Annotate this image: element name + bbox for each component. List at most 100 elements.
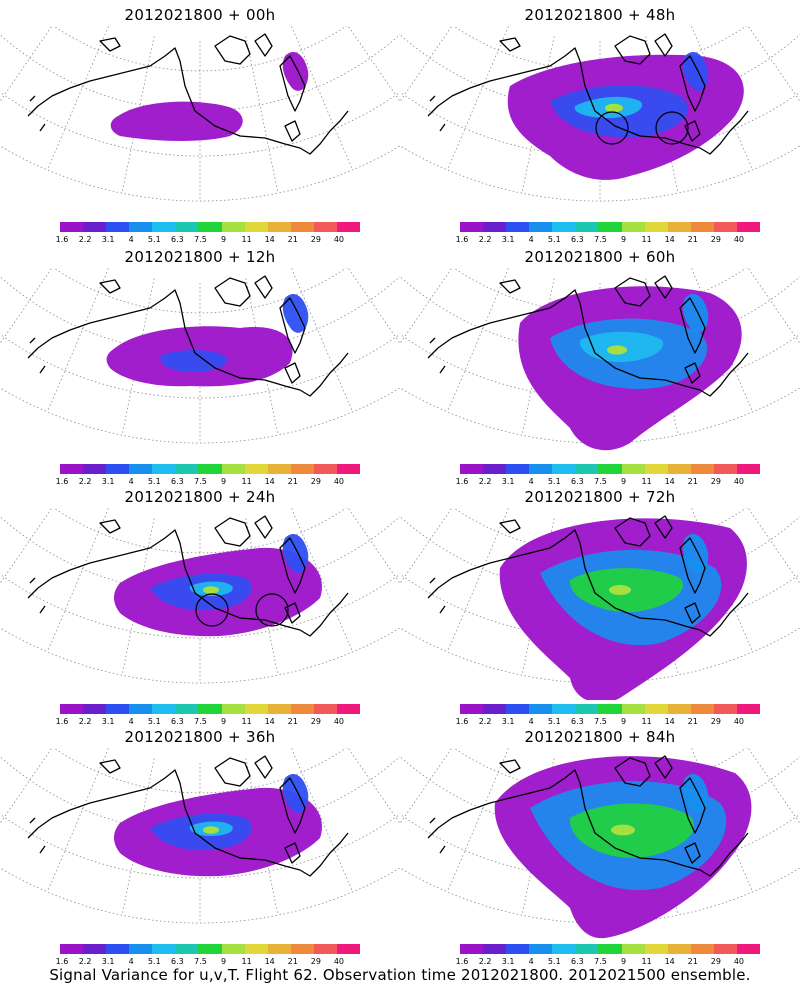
colorbar-swatch	[175, 944, 199, 954]
colorbar-swatch	[129, 704, 153, 714]
colorbar-swatch	[290, 464, 314, 474]
colorbar-label: 40	[333, 235, 345, 244]
colorbar-label: 4	[128, 717, 134, 726]
colorbar-swatch	[221, 222, 245, 232]
coastline	[427, 755, 749, 877]
colorbar-swatch	[83, 704, 107, 714]
panel-title: 2012021800 + 72h	[524, 488, 676, 506]
colorbar-label: 14	[264, 957, 275, 966]
colorbar	[60, 704, 361, 714]
polar-map	[400, 26, 800, 202]
colorbar-label: 3.1	[501, 957, 515, 966]
colorbar-label: 14	[664, 235, 675, 244]
colorbar-label: 1.6	[455, 957, 469, 966]
colorbar-swatch	[152, 464, 176, 474]
colorbar-swatch	[244, 222, 268, 232]
colorbar-swatch	[736, 704, 761, 714]
coastline	[27, 755, 349, 877]
colorbar-swatch	[736, 222, 761, 232]
colorbar-swatch	[598, 704, 622, 714]
variance-field-greenland	[282, 773, 309, 813]
colorbar-swatch	[198, 464, 222, 474]
colorbar-label: 5.1	[147, 957, 161, 966]
colorbar-label: 9	[220, 235, 227, 244]
colorbar-swatch	[336, 944, 361, 954]
colorbar-swatch	[667, 944, 691, 954]
variance-field-greenland	[282, 51, 309, 91]
colorbar-label: 2.2	[478, 717, 492, 726]
colorbar-swatch	[313, 222, 337, 232]
colorbar-label: 7.5	[594, 717, 607, 726]
colorbar-swatch	[552, 944, 576, 954]
colorbar-swatch	[267, 222, 291, 232]
colorbar-label: 3.1	[101, 717, 115, 726]
colorbar-swatch	[60, 464, 84, 474]
colorbar-label: 6.3	[171, 717, 184, 726]
colorbar-swatch	[198, 944, 222, 954]
colorbar-swatch	[644, 704, 668, 714]
colorbar-label: 2.2	[78, 235, 92, 244]
colorbar-label: 21	[287, 235, 298, 244]
colorbar-swatch	[290, 704, 314, 714]
colorbar	[460, 464, 761, 474]
colorbar-label: 7.5	[594, 957, 607, 966]
colorbar-label: 1.6	[455, 477, 469, 486]
observation-circle	[655, 111, 689, 145]
colorbar-label: 21	[687, 235, 698, 244]
map-panel-p48: 2012021800 + 48h 1.6 2.2 3.1 4 5.1 6.3 7.5 9 11 14…	[400, 0, 800, 245]
colorbar-swatch	[690, 704, 714, 714]
colorbar-label: 40	[333, 957, 345, 966]
panel-title: 2012021800 + 00h	[124, 6, 276, 24]
map-panel-p00: 2012021800 + 00h 1.6 2.2 3.1 4 5.1 6.3 7.5 9 11 14…	[0, 0, 400, 245]
colorbar-label: 4	[128, 477, 134, 486]
colorbar-swatch	[483, 222, 507, 232]
colorbar-label: 9	[620, 957, 627, 966]
colorbar-label: 6.3	[571, 477, 584, 486]
colorbar-label: 3.1	[101, 477, 115, 486]
colorbar	[60, 944, 361, 954]
colorbar-label: 11	[241, 957, 252, 966]
colorbar-label: 6.3	[171, 235, 184, 244]
colorbar-swatch	[506, 222, 530, 232]
colorbar-label: 4	[528, 235, 534, 244]
colorbar-label: 4	[528, 957, 534, 966]
coastline	[27, 275, 349, 397]
colorbar-label: 40	[333, 477, 345, 486]
colorbar-swatch	[552, 222, 576, 232]
colorbar-swatch	[106, 222, 130, 232]
colorbar-swatch	[336, 222, 361, 232]
colorbar-swatch	[483, 944, 507, 954]
colorbar-label: 2.2	[478, 235, 492, 244]
colorbar-label: 6.3	[571, 717, 584, 726]
colorbar-labels: 1.6 2.2 3.1 4 5.1 6.3 7.5 9 11 14 21 29 40	[56, 957, 360, 967]
map-panel-p36: 2012021800 + 36h 1.6 2.2 3.1 4 5.1 6.3 7.5 9 11 14…	[0, 722, 400, 967]
colorbar-swatch	[667, 704, 691, 714]
colorbar-label: 40	[733, 235, 745, 244]
colorbar-swatch	[506, 944, 530, 954]
colorbar-swatch	[529, 464, 553, 474]
colorbar	[460, 222, 761, 232]
colorbar-label: 7.5	[594, 477, 607, 486]
colorbar-label: 5.1	[547, 717, 561, 726]
colorbar-swatch	[575, 704, 599, 714]
coastline	[427, 33, 749, 155]
colorbar-swatch	[644, 944, 668, 954]
colorbar-label: 5.1	[147, 235, 161, 244]
colorbar-label: 5.1	[147, 477, 161, 486]
colorbar-swatch	[221, 944, 245, 954]
colorbar-label: 29	[310, 717, 321, 726]
colorbar-label: 11	[641, 957, 652, 966]
colorbar-label: 5.1	[547, 957, 561, 966]
variance-field-mid	[160, 350, 228, 373]
colorbar-swatch	[506, 464, 530, 474]
colorbar-label: 29	[710, 477, 721, 486]
colorbar-swatch	[690, 464, 714, 474]
colorbar-label: 6.3	[571, 957, 584, 966]
colorbar-swatch	[644, 222, 668, 232]
variance-field-peak	[609, 585, 631, 595]
colorbar-label: 2.2	[78, 717, 92, 726]
colorbar-labels: 1.6 2.2 3.1 4 5.1 6.3 7.5 9 11 14 21 29 40	[56, 717, 360, 727]
colorbar-swatch	[598, 944, 622, 954]
colorbar-label: 1.6	[55, 235, 69, 244]
colorbar-swatch	[713, 944, 737, 954]
